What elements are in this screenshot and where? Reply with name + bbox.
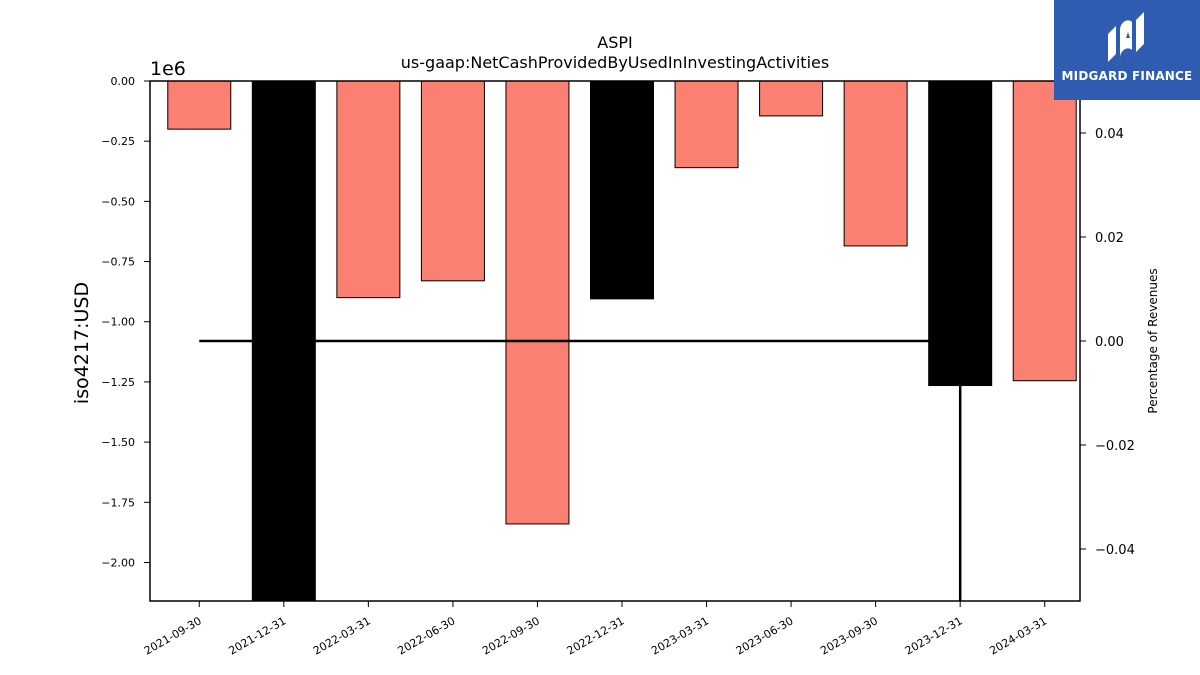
y-tick-label: −0.75 — [101, 256, 135, 269]
y-tick-label: −1.00 — [101, 316, 135, 329]
x-tick-label: 2021-09-30 — [142, 614, 204, 657]
x-tick-label: 2023-03-31 — [649, 614, 711, 657]
bar-2022-03-31 — [336, 80, 401, 299]
bar-2024-03-31 — [1012, 80, 1077, 382]
pct-revenue-line — [199, 339, 962, 601]
y-tick-label: 0.00 — [111, 75, 136, 88]
bar-2022-09-30 — [505, 80, 570, 525]
x-tick-label: 2022-06-30 — [396, 614, 458, 657]
brand-logo: MIDGARD FINANCE — [1054, 0, 1200, 100]
logo-text: MIDGARD FINANCE — [1061, 69, 1193, 83]
x-tick-label: 2022-09-30 — [480, 614, 542, 657]
x-tick-label: 2022-03-31 — [311, 614, 373, 657]
y2-axis-label: Percentage of Revenues — [1146, 268, 1160, 413]
x-tick-label: 2024-03-31 — [987, 614, 1049, 657]
bar-2021-09-30 — [167, 80, 232, 130]
y2-tick-label: 0.04 — [1095, 127, 1124, 142]
x-tick-label: 2023-06-30 — [734, 614, 796, 657]
y-tick-label: −0.50 — [101, 195, 135, 208]
chart-title: ASPI — [597, 33, 632, 52]
y-tick-label: −0.25 — [101, 135, 135, 148]
x-tick-label: 2023-12-31 — [903, 614, 965, 657]
y2-tick-label: −0.04 — [1095, 543, 1135, 558]
bar-2022-12-31 — [590, 80, 654, 300]
y-tick-label: −1.50 — [101, 436, 135, 449]
bar-2023-06-30 — [759, 80, 824, 117]
x-tick-label: 2022-12-31 — [565, 614, 627, 657]
y2-tick-label: 0.00 — [1095, 335, 1124, 350]
bar-2022-06-30 — [420, 80, 485, 282]
y2-tick-label: −0.02 — [1095, 439, 1135, 454]
midgard-logo-icon — [1108, 12, 1144, 62]
y-offset-text: 1e6 — [150, 58, 186, 80]
y-tick-label: −1.75 — [101, 496, 135, 509]
chart-subtitle: us-gaap:NetCashProvidedByUsedInInvesting… — [401, 53, 829, 72]
y2-tick-label: 0.02 — [1095, 231, 1124, 246]
x-tick-label: 2021-12-31 — [226, 614, 288, 657]
y-tick-label: −2.00 — [101, 556, 135, 569]
y-axis-label: iso4217:USD — [71, 282, 93, 404]
x-tick-label: 2023-09-30 — [818, 614, 880, 657]
y-tick-label: −1.25 — [101, 376, 135, 389]
bar-2023-03-31 — [674, 80, 739, 169]
bar-2023-09-30 — [843, 80, 908, 247]
bar-2023-12-31 — [928, 80, 993, 387]
